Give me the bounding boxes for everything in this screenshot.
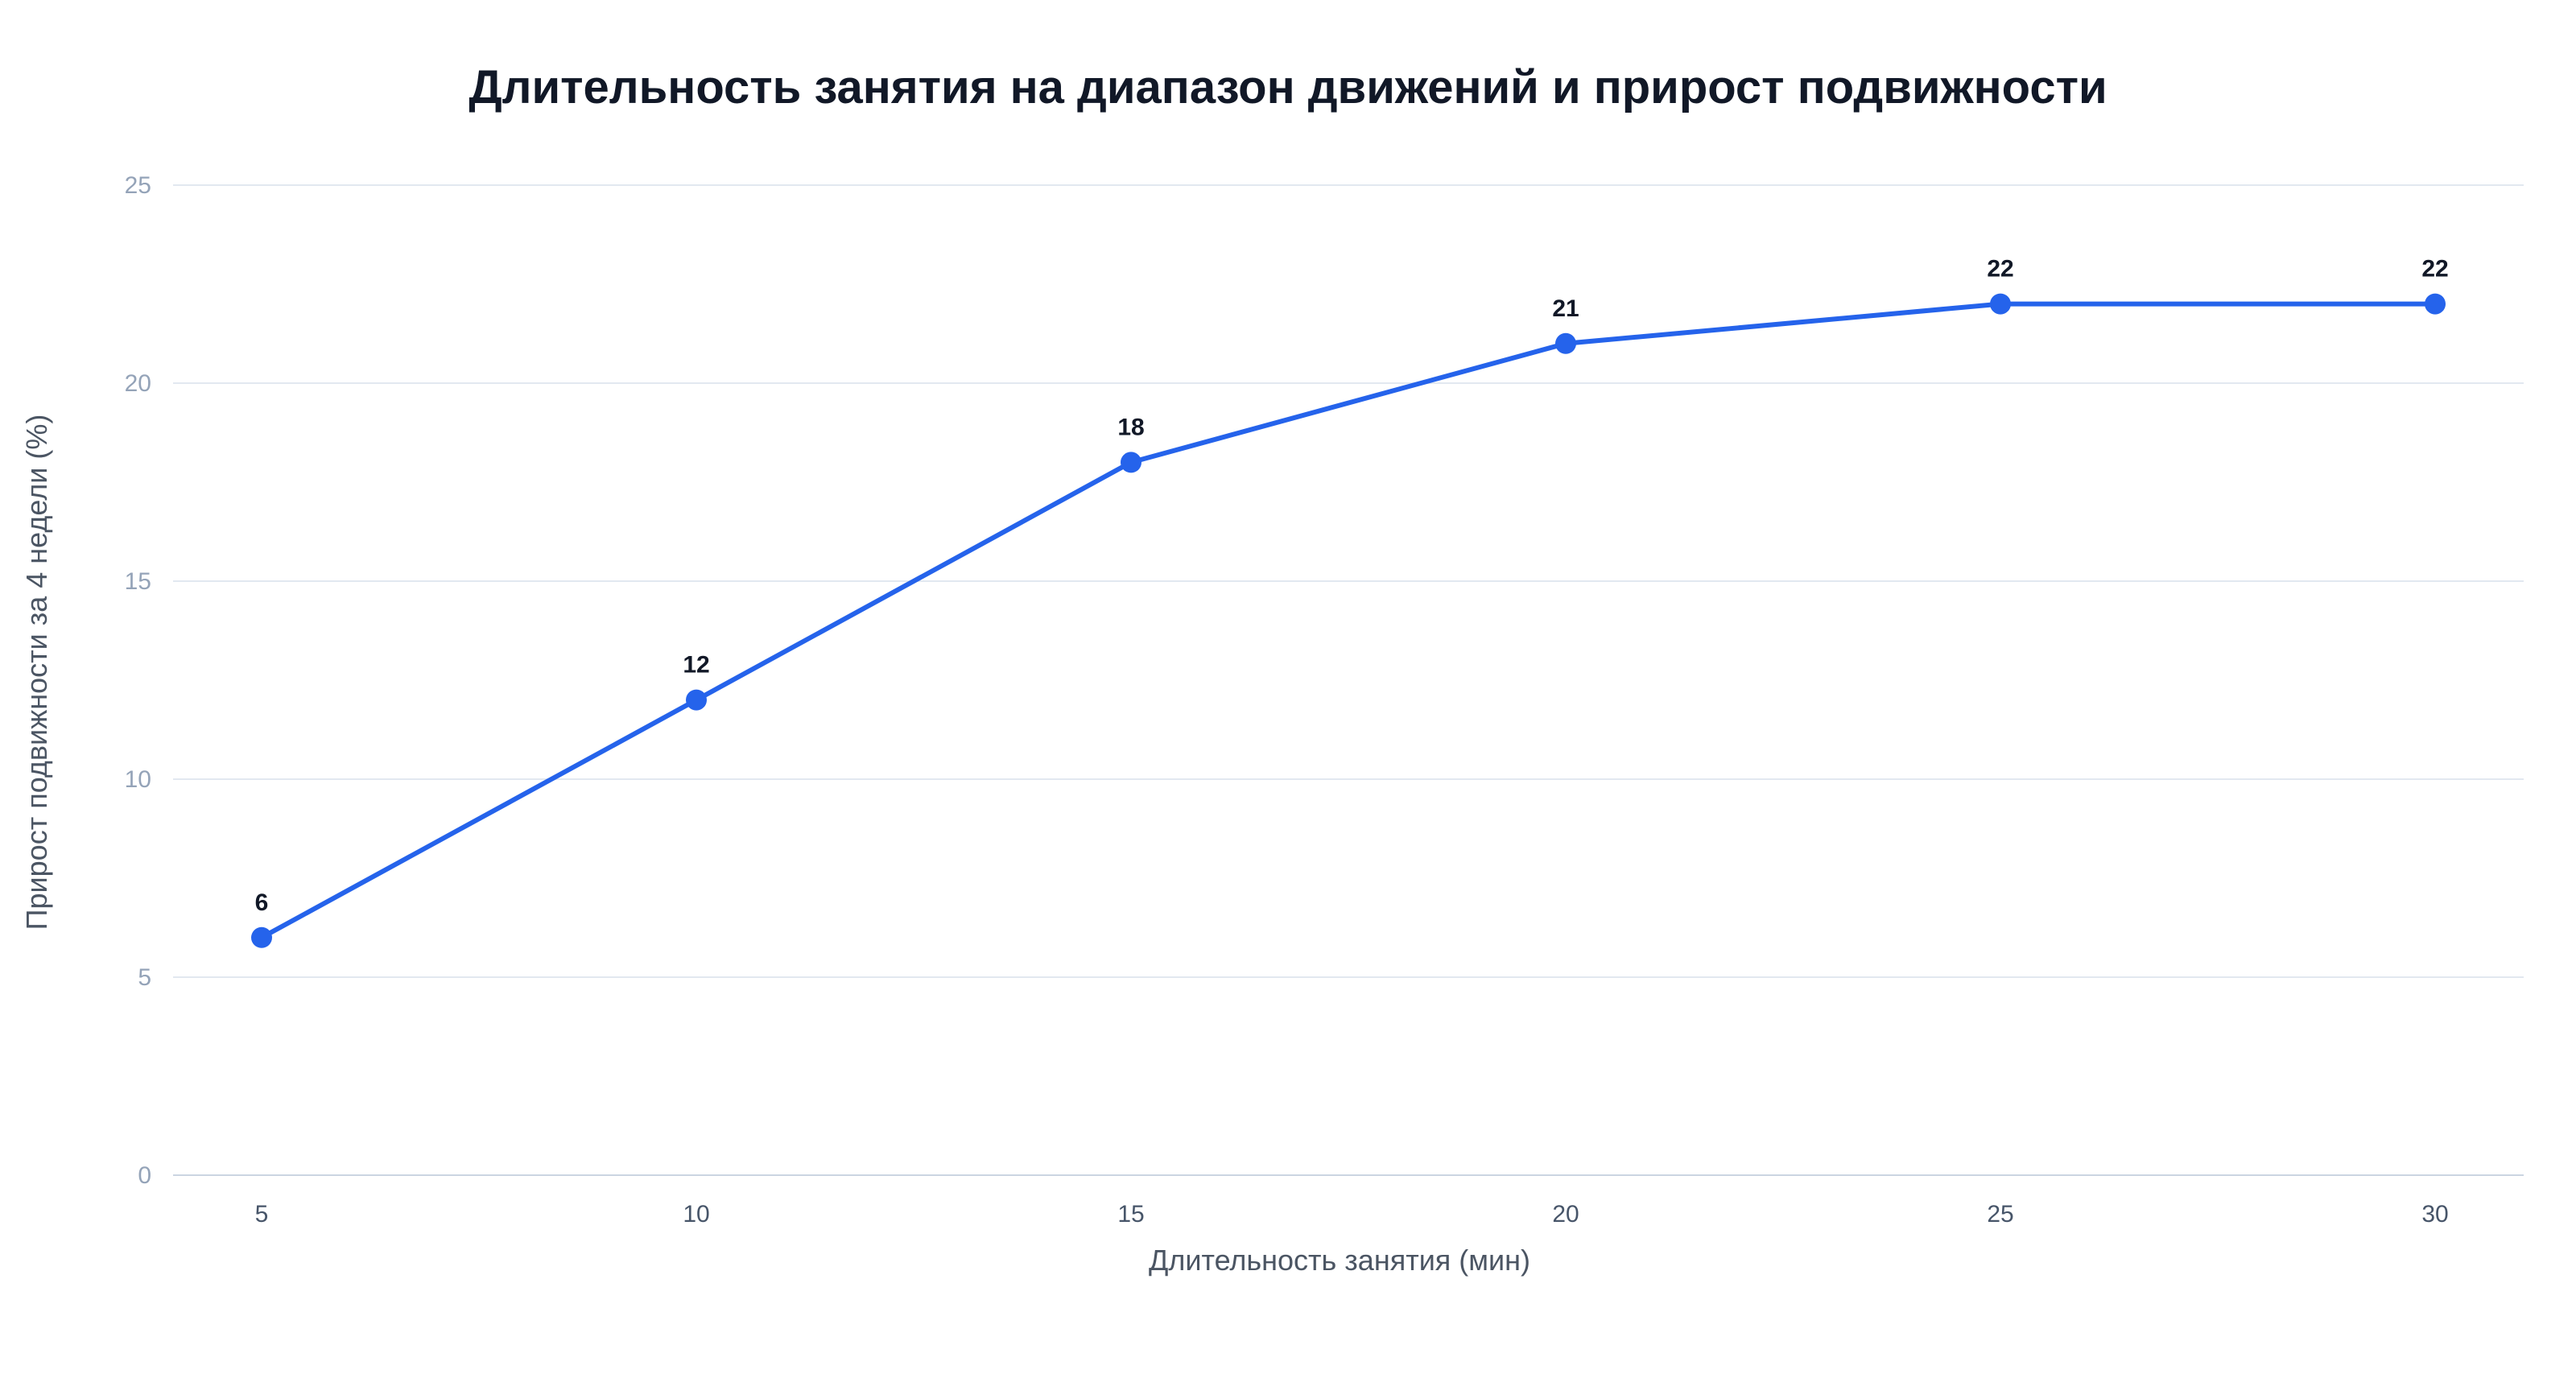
data-label: 21 <box>1552 295 1579 322</box>
data-label: 22 <box>1987 256 2013 283</box>
chart-title: Длительность занятия на диапазон движени… <box>469 61 2107 113</box>
x-tick-label: 5 <box>255 1201 269 1228</box>
y-tick-label: 0 <box>138 1162 151 1189</box>
x-tick-label: 15 <box>1117 1201 1144 1228</box>
y-tick-label: 15 <box>125 568 151 595</box>
data-label: 6 <box>255 889 269 916</box>
data-point[interactable] <box>1555 332 1576 354</box>
y-tick-label: 5 <box>138 964 151 991</box>
series-layer <box>251 293 2446 948</box>
data-point[interactable] <box>2425 293 2446 315</box>
series-line <box>259 301 2438 940</box>
x-tick-label: 10 <box>683 1201 709 1228</box>
grid-lines <box>173 184 2524 978</box>
y-tick-label: 25 <box>125 172 151 199</box>
x-tick-label: 25 <box>1987 1201 2013 1228</box>
y-tick-label: 10 <box>125 766 151 793</box>
data-point[interactable] <box>251 926 272 948</box>
data-point[interactable] <box>686 689 707 711</box>
y-tick-label: 20 <box>125 370 151 397</box>
data-label: 22 <box>2421 256 2448 283</box>
y-axis-title: Прирост подвижности за 4 недели (%) <box>20 415 53 930</box>
data-label: 12 <box>683 652 709 679</box>
x-tick-label: 30 <box>2421 1201 2448 1228</box>
data-labels: 6 12 18 21 22 22 <box>255 256 2449 916</box>
data-point[interactable] <box>1990 293 2011 315</box>
data-label: 18 <box>1117 414 1144 440</box>
axes: 0 5 10 15 20 25 5 10 15 20 25 30 <box>125 172 2524 1228</box>
data-point[interactable] <box>1121 452 1141 473</box>
x-axis-title: Длительность занятия (мин) <box>1149 1244 1530 1277</box>
x-tick-label: 20 <box>1552 1201 1579 1228</box>
